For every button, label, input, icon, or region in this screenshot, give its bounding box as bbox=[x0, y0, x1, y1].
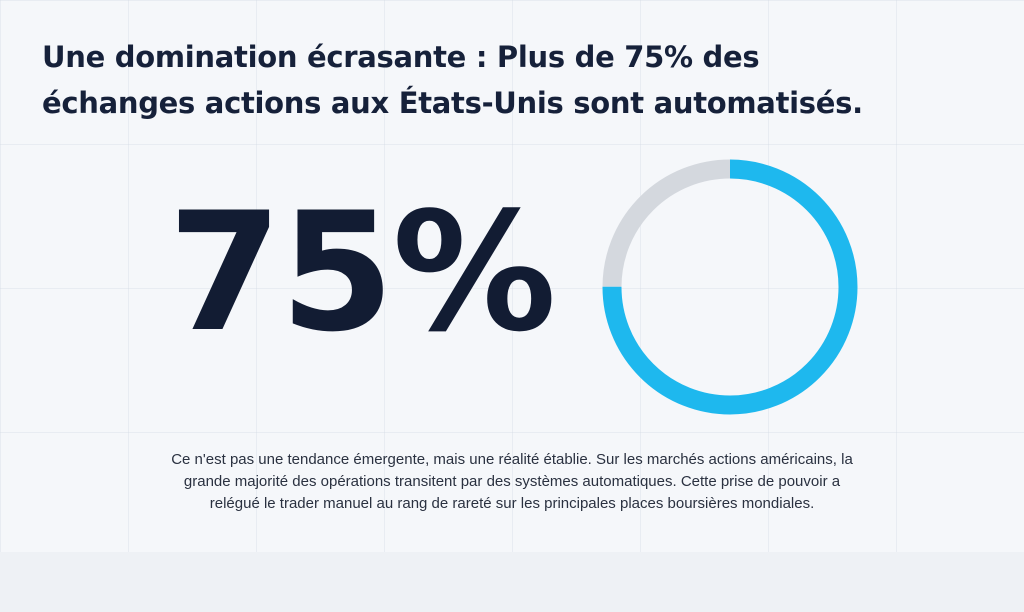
caption-line-2: grande majorité des opérations transiten… bbox=[183, 473, 841, 490]
donut-slice-automated bbox=[602, 159, 858, 415]
caption-line-3: relégué le trader manuel au rang de rare… bbox=[209, 495, 815, 512]
caption-line-1: Ce n'est pas une tendance émergente, mai… bbox=[171, 451, 853, 468]
slide-background: Une domination écrasante : Plus de 75% d… bbox=[0, 0, 1024, 552]
title-line-1: Une domination écrasante : Plus de 75% d… bbox=[42, 40, 760, 74]
donut-chart bbox=[602, 159, 858, 415]
caption-text: Ce n'est pas une tendance émergente, mai… bbox=[120, 449, 904, 515]
big-percentage-value: 75% bbox=[168, 177, 557, 368]
page-title: Une domination écrasante : Plus de 75% d… bbox=[42, 34, 1002, 126]
title-line-2: échanges actions aux États-Unis sont aut… bbox=[42, 86, 863, 120]
footer-band bbox=[0, 552, 1024, 612]
